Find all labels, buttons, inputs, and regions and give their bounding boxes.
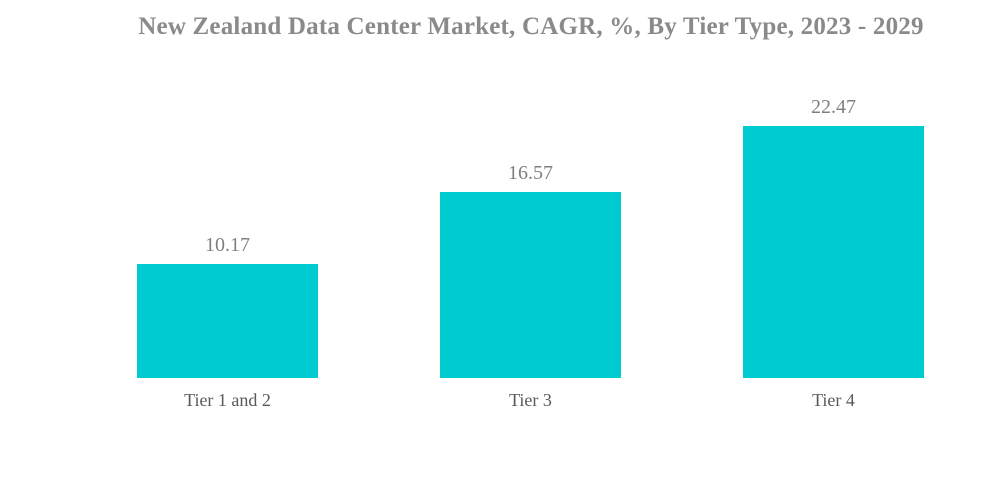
bar-group: 22.47 Tier 4 xyxy=(682,60,985,410)
chart-title: New Zealand Data Center Market, CAGR, %,… xyxy=(138,13,924,40)
bar xyxy=(743,126,924,378)
bar-group: 16.57 Tier 3 xyxy=(379,60,682,410)
category-label: Tier 4 xyxy=(812,390,855,411)
bar xyxy=(440,192,621,378)
category-label: Tier 3 xyxy=(509,390,552,411)
bar xyxy=(137,263,318,378)
category-label: Tier 1 and 2 xyxy=(184,390,271,411)
plot-area: 10.17 Tier 1 and 2 16.57 Tier 3 22.47 Tier 4 xyxy=(76,60,985,410)
bar-value-label: 16.57 xyxy=(508,162,553,185)
bar-value-label: 10.17 xyxy=(205,233,250,256)
bar-value-label: 22.47 xyxy=(811,96,856,118)
bar-group: 10.17 Tier 1 and 2 xyxy=(76,60,379,410)
